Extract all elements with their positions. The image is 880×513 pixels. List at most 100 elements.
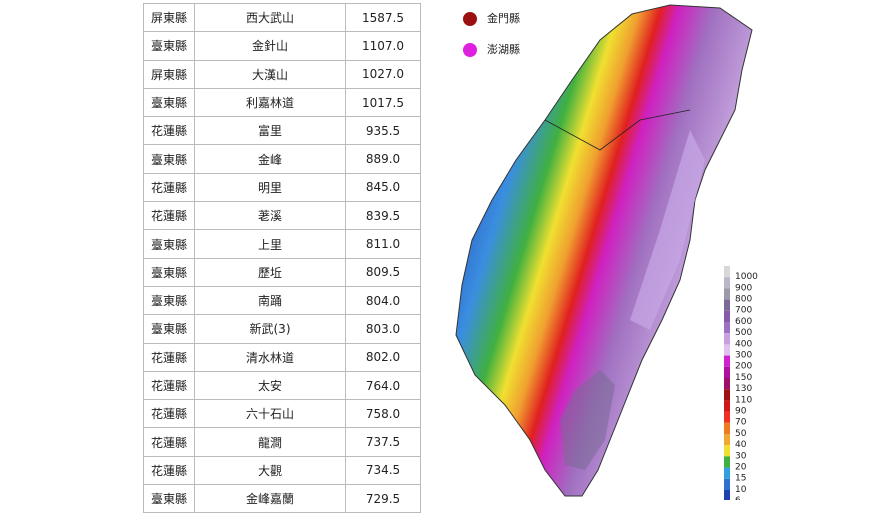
inset-marker xyxy=(463,12,477,26)
table-row: 花蓮縣 明里 845.0 xyxy=(143,172,421,203)
county-cell: 臺東縣 xyxy=(143,87,195,118)
rainfall-cell: 737.5 xyxy=(345,427,421,457)
scale-label: 90 xyxy=(735,407,747,417)
table-row: 臺東縣 利嘉林道 1017.5 xyxy=(143,87,421,118)
station-cell: 富里 xyxy=(194,116,346,146)
scale-label: 10 xyxy=(735,485,747,495)
rainfall-cell: 802.0 xyxy=(345,342,421,372)
station-cell: 金峰 xyxy=(194,144,346,174)
scale-label: 800 xyxy=(735,295,752,305)
table-row: 花蓮縣 富里 935.5 xyxy=(143,116,421,146)
scale-label: 6 xyxy=(735,496,741,500)
scale-label: 500 xyxy=(735,328,752,338)
station-cell: 上里 xyxy=(194,229,346,259)
county-cell: 臺東縣 xyxy=(143,229,195,259)
scale-swatch xyxy=(724,277,730,289)
rainfall-cell: 1027.0 xyxy=(345,59,421,89)
scale-swatch xyxy=(724,456,730,468)
scale-swatch xyxy=(724,366,730,378)
inset-marker xyxy=(463,43,477,57)
scale-swatch xyxy=(724,333,730,345)
rainfall-cell: 804.0 xyxy=(345,285,421,316)
table-row: 花蓮縣 六十石山 758.0 xyxy=(143,399,421,429)
scale-swatch xyxy=(724,299,730,311)
scale-label: 400 xyxy=(735,339,752,349)
scale-label: 300 xyxy=(735,351,752,361)
scale-swatch xyxy=(724,478,730,490)
scale-swatch xyxy=(724,389,730,401)
table-row: 屏東縣 西大武山 1587.5 xyxy=(143,2,421,33)
table-row: 臺東縣 金針山 1107.0 xyxy=(143,31,421,61)
scale-label: 20 xyxy=(735,463,747,473)
scale-swatch xyxy=(724,378,730,390)
rainfall-cell: 811.0 xyxy=(345,229,421,259)
rainfall-cell: 845.0 xyxy=(345,172,421,203)
scale-label: 30 xyxy=(735,451,747,461)
scale-label: 110 xyxy=(735,395,752,405)
screenshot: 屏東縣 西大武山 1587.5 臺東縣 金針山 1107.0 屏東縣 大漢山 1027.0 臺東縣… xyxy=(143,2,759,513)
county-cell: 屏東縣 xyxy=(143,2,195,33)
scale-label: 200 xyxy=(735,362,752,372)
scale-label: 1000 xyxy=(735,272,758,282)
county-cell: 臺東縣 xyxy=(143,257,195,287)
rainfall-cell: 1017.5 xyxy=(345,87,421,118)
scale-label: 15 xyxy=(735,474,746,484)
scale-label: 50 xyxy=(735,429,747,439)
scale-swatch xyxy=(724,310,730,322)
scale-label: 70 xyxy=(735,418,747,428)
county-cell: 花蓮縣 xyxy=(143,370,195,401)
county-cell: 臺東縣 xyxy=(143,285,195,316)
scale-label: 900 xyxy=(735,283,752,293)
county-cell: 屏東縣 xyxy=(143,59,195,89)
station-cell: 大觀 xyxy=(194,455,346,486)
county-cell: 花蓮縣 xyxy=(143,399,195,429)
scale-swatch xyxy=(724,467,730,479)
rainfall-cell: 803.0 xyxy=(345,314,421,344)
station-cell: 大漢山 xyxy=(194,59,346,89)
taiwan-island xyxy=(455,4,753,497)
table-row: 花蓮縣 大觀 734.5 xyxy=(143,455,421,486)
rainfall-cell: 809.5 xyxy=(345,257,421,287)
scale-swatch xyxy=(724,445,730,457)
scale-label: 150 xyxy=(735,373,752,383)
county-cell: 臺東縣 xyxy=(143,31,195,61)
rainfall-cell: 935.5 xyxy=(345,116,421,146)
scale-swatch xyxy=(724,411,730,423)
scale-swatch xyxy=(724,434,730,446)
rainfall-cell: 839.5 xyxy=(345,201,421,231)
table-row: 臺東縣 南踊 804.0 xyxy=(143,285,421,316)
scale-swatch xyxy=(724,400,730,412)
county-borders xyxy=(544,109,691,151)
station-cell: 六十石山 xyxy=(194,399,346,429)
county-cell: 花蓮縣 xyxy=(143,427,195,457)
scale-swatch xyxy=(724,344,730,356)
scale-swatch xyxy=(724,266,730,278)
inset-label: 澎湖縣 xyxy=(487,43,520,56)
table-row: 花蓮縣 荖溪 839.5 xyxy=(143,201,421,231)
county-cell: 臺東縣 xyxy=(143,144,195,174)
mountain-core xyxy=(560,370,615,470)
scale-swatch xyxy=(724,288,730,300)
station-cell: 利嘉林道 xyxy=(194,87,346,118)
table-row: 屏東縣 大漢山 1027.0 xyxy=(143,59,421,89)
inset-label: 金門縣 xyxy=(487,11,520,25)
station-cell: 西大武山 xyxy=(194,2,346,33)
scale-label: 700 xyxy=(735,306,752,316)
station-cell: 明里 xyxy=(194,172,346,203)
scale-swatch xyxy=(724,422,730,434)
rainfall-table: 屏東縣 西大武山 1587.5 臺東縣 金針山 1107.0 屏東縣 大漢山 1027.0 臺東縣… xyxy=(143,2,421,513)
scale-swatch xyxy=(724,490,730,500)
rainfall-cell: 1107.0 xyxy=(345,31,421,61)
rainfall-cell: 758.0 xyxy=(345,399,421,429)
scale-swatch xyxy=(724,355,730,367)
scale-label: 600 xyxy=(735,317,752,327)
table-row: 臺東縣 上里 811.0 xyxy=(143,229,421,259)
table-row: 臺東縣 金峰 889.0 xyxy=(143,144,421,174)
scale-label: 130 xyxy=(735,384,752,394)
scale-label: 40 xyxy=(735,440,747,450)
scale-swatch xyxy=(724,322,730,334)
table-row: 臺東縣 歷坵 809.5 xyxy=(143,257,421,287)
station-cell: 清水林道 xyxy=(194,342,346,372)
east-rift xyxy=(630,130,705,330)
